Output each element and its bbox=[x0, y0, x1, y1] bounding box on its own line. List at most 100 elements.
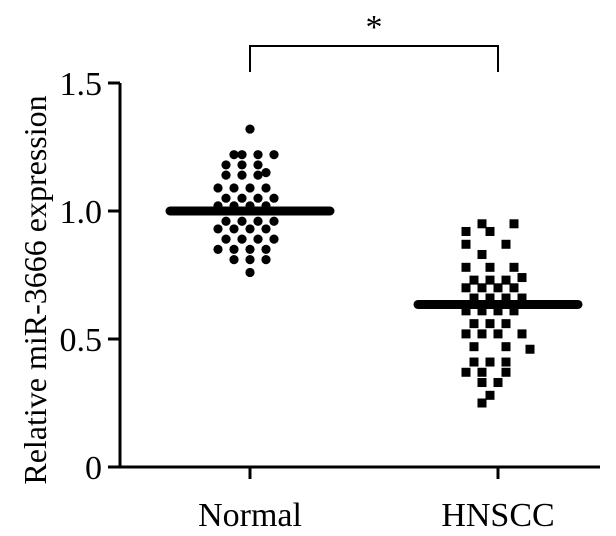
data-point bbox=[509, 262, 519, 272]
significance-bracket-line bbox=[249, 45, 499, 72]
data-point bbox=[245, 244, 255, 254]
data-point bbox=[229, 150, 239, 160]
x-category-label: HNSCC bbox=[441, 497, 554, 534]
data-point bbox=[501, 275, 511, 285]
data-point bbox=[213, 183, 223, 193]
data-point bbox=[461, 283, 471, 293]
data-point bbox=[221, 160, 231, 170]
data-point bbox=[253, 193, 263, 203]
data-point bbox=[213, 244, 223, 254]
data-point bbox=[501, 357, 511, 367]
data-point bbox=[501, 342, 511, 352]
data-point bbox=[501, 367, 511, 377]
data-point bbox=[493, 306, 503, 316]
data-point bbox=[237, 150, 247, 160]
data-point bbox=[477, 250, 487, 260]
data-point bbox=[469, 342, 479, 352]
data-point bbox=[221, 234, 231, 244]
data-point bbox=[477, 219, 487, 229]
data-point bbox=[237, 216, 247, 226]
data-point bbox=[261, 168, 271, 178]
y-axis: 0 0.5 1.0 1.5 bbox=[60, 66, 122, 487]
data-point bbox=[477, 398, 487, 408]
data-point bbox=[245, 183, 255, 193]
data-point bbox=[461, 226, 471, 236]
data-point bbox=[501, 319, 511, 329]
y-tick-label: 1.5 bbox=[60, 66, 103, 103]
data-point bbox=[493, 329, 503, 339]
data-point bbox=[237, 160, 247, 170]
data-point bbox=[221, 170, 231, 180]
data-point bbox=[245, 124, 255, 134]
y-axis-title: Relative miR-3666 expression bbox=[17, 95, 53, 484]
data-point bbox=[493, 283, 503, 293]
data-point bbox=[253, 170, 263, 180]
data-point bbox=[261, 244, 271, 254]
mean-lines bbox=[165, 206, 583, 309]
data-point bbox=[525, 344, 535, 354]
data-point bbox=[261, 255, 271, 265]
data-point bbox=[485, 275, 495, 285]
data-point bbox=[477, 329, 487, 339]
y-tick-label: 0.5 bbox=[60, 322, 103, 359]
data-point bbox=[509, 219, 519, 229]
data-point bbox=[261, 183, 271, 193]
data-point bbox=[461, 329, 471, 339]
data-point bbox=[253, 160, 263, 170]
data-point bbox=[253, 234, 263, 244]
data-point bbox=[485, 390, 495, 400]
data-point bbox=[213, 224, 223, 234]
data-point bbox=[469, 357, 479, 367]
data-point bbox=[269, 193, 279, 203]
data-point bbox=[509, 283, 519, 293]
data-point bbox=[485, 319, 495, 329]
data-point bbox=[269, 216, 279, 226]
data-point bbox=[221, 216, 231, 226]
data-point bbox=[485, 262, 495, 272]
data-point bbox=[229, 224, 239, 234]
data-point bbox=[245, 224, 255, 234]
data-point bbox=[461, 239, 471, 249]
data-point bbox=[477, 306, 487, 316]
data-point bbox=[461, 367, 471, 377]
x-axis: Normal HNSCC bbox=[120, 465, 600, 534]
data-point bbox=[493, 378, 503, 388]
data-point bbox=[253, 216, 263, 226]
data-point bbox=[229, 244, 239, 254]
data-point bbox=[229, 255, 239, 265]
data-point bbox=[477, 378, 487, 388]
data-point bbox=[237, 193, 247, 203]
significance-bracket: * bbox=[249, 9, 499, 72]
data-point bbox=[269, 234, 279, 244]
data-point bbox=[469, 293, 479, 303]
data-point bbox=[517, 293, 527, 303]
data-point bbox=[477, 283, 487, 293]
data-point bbox=[517, 273, 527, 283]
data-point bbox=[461, 306, 471, 316]
data-point bbox=[485, 357, 495, 367]
data-point bbox=[477, 367, 487, 377]
data-point bbox=[245, 267, 255, 278]
data-point bbox=[485, 293, 495, 303]
data-point bbox=[461, 262, 471, 272]
data-point bbox=[509, 306, 519, 316]
x-category-label: Normal bbox=[198, 497, 302, 534]
data-point bbox=[485, 226, 495, 236]
data-point bbox=[261, 224, 271, 234]
data-point bbox=[269, 150, 279, 160]
data-point bbox=[237, 234, 247, 244]
data-point bbox=[501, 239, 511, 249]
y-tick-label: 0 bbox=[85, 450, 102, 487]
data-point bbox=[245, 255, 255, 265]
data-point bbox=[517, 329, 527, 339]
data-point bbox=[229, 183, 239, 193]
data-point bbox=[221, 193, 231, 203]
data-point bbox=[469, 275, 479, 285]
data-point bbox=[253, 150, 263, 160]
data-point bbox=[501, 293, 511, 303]
data-point bbox=[469, 319, 479, 329]
data-point bbox=[237, 170, 247, 180]
y-tick-label: 1.0 bbox=[60, 194, 103, 231]
data-points bbox=[213, 124, 535, 408]
